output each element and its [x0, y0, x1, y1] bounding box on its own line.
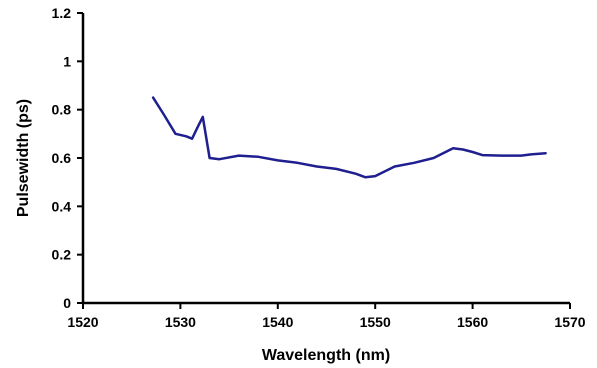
y-tick-label-3: 0.6 [52, 150, 72, 166]
y-tick-label-1: 0.2 [52, 247, 72, 263]
y-tick-label-2: 0.4 [52, 198, 72, 214]
y-ticks [77, 12, 83, 304]
x-tick-label-0: 1520 [67, 314, 98, 330]
y-tick-label-5: 1 [63, 53, 71, 69]
y-tick-labels: 0 0.2 0.4 0.6 0.8 1 1.2 [52, 5, 72, 311]
series-lines [151, 96, 547, 179]
x-tick-label-3: 1550 [360, 314, 391, 330]
x-tick-labels: 1520 1530 1540 1550 1560 1570 [67, 314, 585, 330]
series-line-0 [151, 96, 547, 179]
y-tick-label-6: 1.2 [52, 5, 72, 21]
y-tick-label-0: 0 [63, 295, 71, 311]
x-tick-label-4: 1560 [457, 314, 488, 330]
y-tick-label-4: 0.8 [52, 102, 72, 118]
y-axis-label: Pulsewidth (ps) [15, 99, 32, 217]
plot-area [81, 13, 570, 305]
x-tick-label-2: 1540 [262, 314, 293, 330]
x-axis-label: Wavelength (nm) [262, 347, 390, 364]
x-tick-label-1: 1530 [165, 314, 196, 330]
x-tick-label-5: 1570 [554, 314, 585, 330]
